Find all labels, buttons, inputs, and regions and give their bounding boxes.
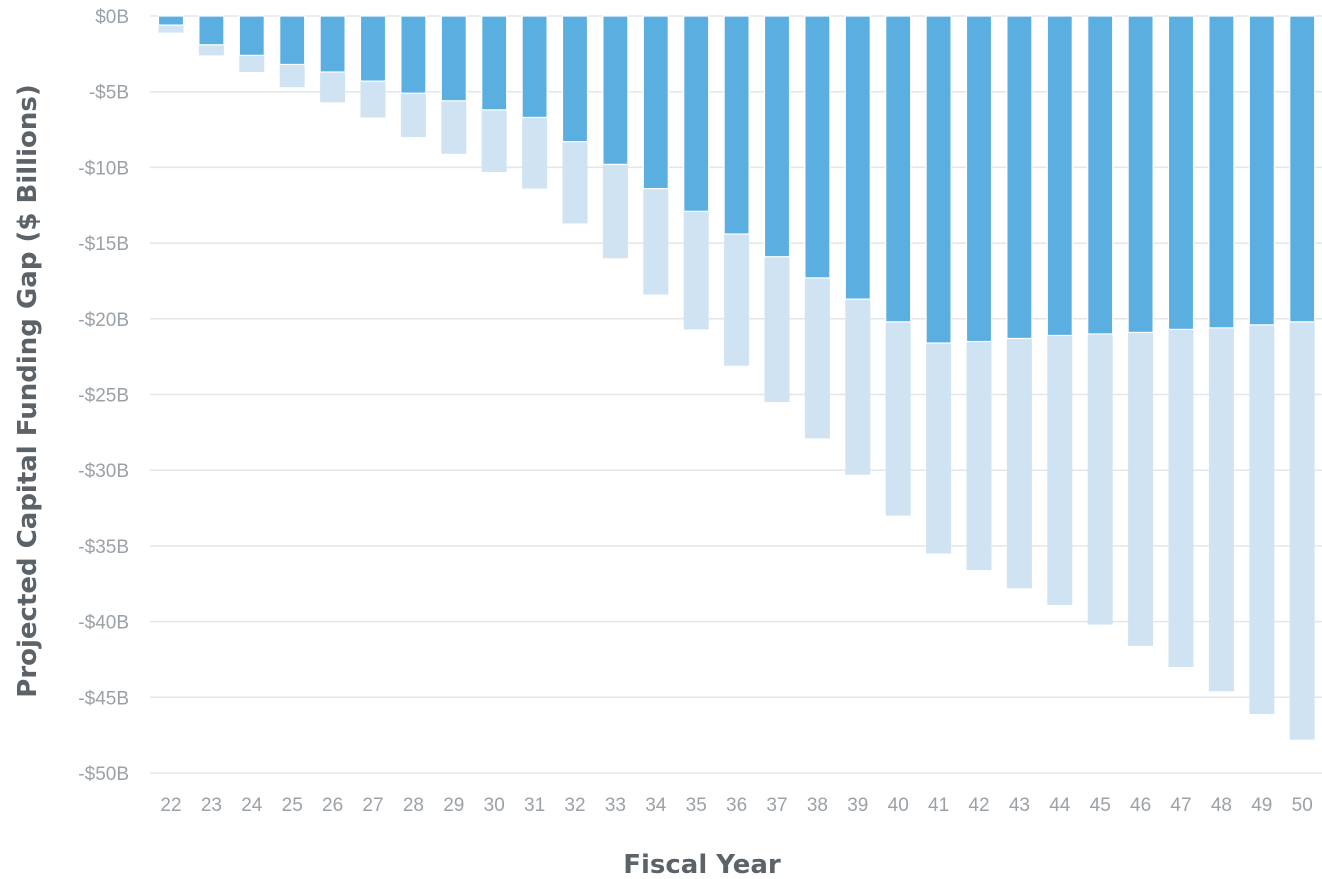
- x-tick-label: 48: [1211, 795, 1232, 816]
- x-tick-label: 43: [1009, 795, 1030, 816]
- y-tick-label: -$25B: [78, 386, 129, 407]
- y-tick-label: -$10B: [78, 158, 129, 179]
- x-tick-label: 27: [362, 795, 383, 816]
- x-tick-label: 40: [888, 795, 909, 816]
- x-tick-label: 39: [847, 795, 868, 816]
- bar-22-dark: [157, 15, 185, 26]
- x-tick-label: 28: [403, 795, 424, 816]
- bar-47-dark: [1167, 15, 1195, 330]
- y-tick-label: -$5B: [89, 83, 129, 104]
- x-tick-label: 42: [968, 795, 989, 816]
- bar-28-dark: [400, 15, 427, 94]
- bar-36-dark: [723, 15, 750, 235]
- bar-25-dark: [279, 15, 306, 66]
- bar-37-dark: [763, 15, 791, 258]
- x-tick-label: 47: [1170, 795, 1191, 816]
- y-tick-label: -$40B: [78, 613, 129, 634]
- x-tick-label: 50: [1292, 795, 1313, 816]
- bar-43-dark: [1006, 15, 1033, 340]
- bar-31-dark: [521, 15, 548, 119]
- bar-41-dark: [925, 15, 952, 344]
- bar-50-dark: [1289, 15, 1316, 323]
- x-tick-label: 45: [1090, 795, 1111, 816]
- x-tick-label: 44: [1049, 795, 1071, 816]
- y-tick-label: -$30B: [78, 461, 129, 482]
- x-tick-label: 24: [241, 795, 263, 816]
- bar-30-dark: [481, 15, 508, 111]
- y-tick-label: -$50B: [78, 764, 129, 785]
- x-tick-label: 33: [605, 795, 626, 816]
- bar-44-dark: [1046, 15, 1073, 337]
- y-tick-label: -$35B: [78, 537, 129, 558]
- x-tick-label: 37: [766, 795, 787, 816]
- x-tick-label: 41: [928, 795, 949, 816]
- x-axis-title: Fiscal Year: [623, 850, 781, 879]
- x-tick-label: 29: [443, 795, 464, 816]
- bar-33-dark: [602, 15, 629, 165]
- x-tick-label: 38: [807, 795, 828, 816]
- bar-39-dark: [844, 15, 871, 300]
- x-tick-label: 46: [1130, 795, 1151, 816]
- bar-45-dark: [1087, 15, 1114, 335]
- bars: [157, 15, 1316, 740]
- x-tick-label: 23: [201, 795, 222, 816]
- y-tick-label: $0B: [95, 7, 129, 28]
- x-tick-label: 49: [1251, 795, 1272, 816]
- x-axis-ticks: 22 23 24 25 26 27 28 29 30 31 32 33 34 35 36 37 38 39 40 41…: [160, 795, 1312, 816]
- y-tick-label: -$15B: [78, 234, 129, 255]
- bar-34-dark: [642, 15, 669, 190]
- x-tick-label: 26: [322, 795, 343, 816]
- x-tick-label: 34: [645, 795, 667, 816]
- bar-48-dark: [1208, 15, 1235, 329]
- bar-24-dark: [238, 15, 265, 56]
- bar-35-dark: [683, 15, 710, 212]
- bar-27-dark: [359, 15, 387, 82]
- bar-42-dark: [965, 15, 993, 343]
- x-tick-label: 35: [686, 795, 707, 816]
- x-tick-label: 36: [726, 795, 747, 816]
- y-tick-label: -$20B: [78, 310, 129, 331]
- x-tick-label: 30: [484, 795, 505, 816]
- bar-38-dark: [804, 15, 831, 279]
- bar-40-dark: [885, 15, 912, 323]
- bar-23-dark: [198, 15, 225, 46]
- y-tick-label: -$45B: [78, 688, 129, 709]
- bar-32-dark: [561, 15, 589, 143]
- x-tick-label: 32: [564, 795, 585, 816]
- x-tick-label: 25: [282, 795, 303, 816]
- x-tick-label: 31: [524, 795, 545, 816]
- y-axis-title: Projected Capital Funding Gap ($ Billion…: [13, 84, 43, 697]
- bar-26-dark: [319, 15, 346, 73]
- bar-49-dark: [1248, 15, 1275, 326]
- x-tick-label: 22: [160, 795, 181, 816]
- bar-29-dark: [440, 15, 467, 102]
- y-axis-ticks: $0B -$5B -$10B -$15B -$20B -$25B -$30B -$35B -$4…: [78, 7, 129, 785]
- bar-46-dark: [1127, 15, 1154, 334]
